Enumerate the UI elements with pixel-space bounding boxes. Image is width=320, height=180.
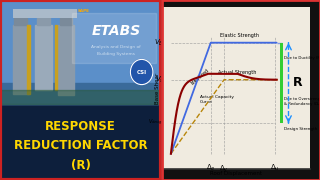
Text: REDUCTION FACTOR: REDUCTION FACTOR xyxy=(14,139,147,152)
Text: Idealized: Idealized xyxy=(189,68,210,86)
Text: Due to Ductility (Rμ): Due to Ductility (Rμ) xyxy=(284,56,320,60)
Text: RESPONSE: RESPONSE xyxy=(45,120,116,132)
Text: Due to Overstrength
& Redundancy (Ω₀): Due to Overstrength & Redundancy (Ω₀) xyxy=(284,97,320,106)
Text: ETABS: ETABS xyxy=(91,24,140,38)
Text: Actual Strength: Actual Strength xyxy=(218,70,257,75)
Text: $\Delta_e$: $\Delta_e$ xyxy=(206,163,216,173)
Circle shape xyxy=(130,59,153,85)
Bar xyxy=(37,18,50,25)
Bar xyxy=(0,0,161,104)
Text: SAPE: SAPE xyxy=(77,9,89,13)
Bar xyxy=(280,80,283,123)
Bar xyxy=(0,83,161,104)
Text: Actual Capacity
Curve: Actual Capacity Curve xyxy=(200,95,234,104)
Bar xyxy=(0,90,161,104)
Bar xyxy=(72,13,156,63)
Bar xyxy=(60,18,72,25)
Bar xyxy=(280,43,283,80)
Text: Elastic Strength: Elastic Strength xyxy=(220,33,260,38)
Bar xyxy=(14,18,28,25)
Text: $V_E$: $V_E$ xyxy=(154,38,164,48)
Bar xyxy=(36,25,52,90)
Text: (R): (R) xyxy=(70,159,91,172)
Bar xyxy=(0,104,161,180)
Text: Analysis and Design of: Analysis and Design of xyxy=(91,45,141,49)
Y-axis label: Base Shear: Base Shear xyxy=(155,73,160,104)
Text: $\Delta_y$: $\Delta_y$ xyxy=(219,163,229,175)
Text: CSI: CSI xyxy=(137,69,147,75)
Text: $V_{design}$: $V_{design}$ xyxy=(148,118,164,128)
Bar xyxy=(13,9,77,18)
Text: Design Strength: Design Strength xyxy=(284,127,318,131)
Bar xyxy=(58,25,74,95)
Bar xyxy=(28,25,30,94)
X-axis label: Roof Displacement: Roof Displacement xyxy=(210,171,262,176)
Text: $\Delta_u$: $\Delta_u$ xyxy=(270,163,279,173)
Text: Building Systems: Building Systems xyxy=(97,52,135,56)
Text: R: R xyxy=(292,76,302,89)
Bar xyxy=(55,25,57,90)
Text: $V_s$: $V_s$ xyxy=(155,75,164,85)
Bar xyxy=(13,25,29,94)
